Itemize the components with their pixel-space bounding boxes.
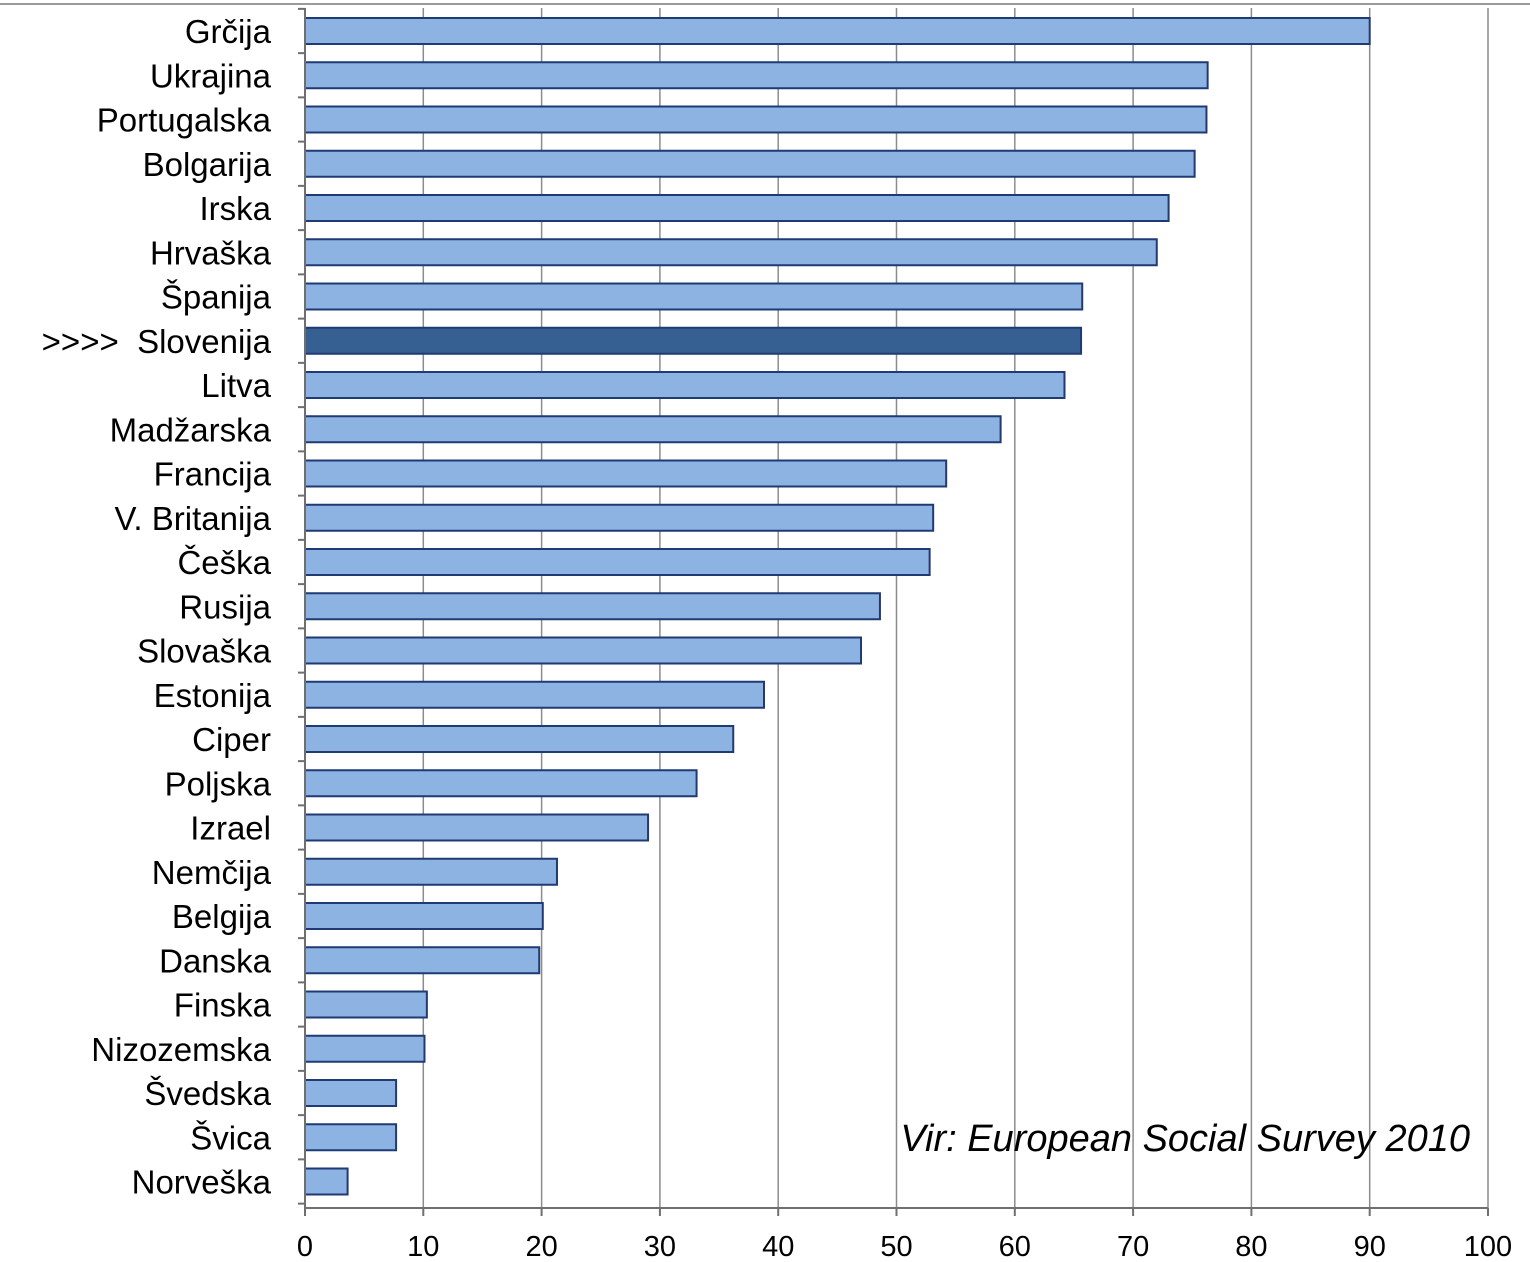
bar-3 bbox=[304, 149, 1196, 178]
category-label: >>>> Slovenija bbox=[42, 323, 272, 360]
bar-7 bbox=[304, 326, 1083, 355]
category-label: Švedska bbox=[144, 1075, 271, 1112]
bars bbox=[304, 17, 1371, 1196]
bar-26 bbox=[304, 1167, 349, 1196]
category-label: Estonija bbox=[154, 677, 272, 714]
bar-0 bbox=[304, 17, 1371, 45]
bar-13 bbox=[304, 592, 881, 621]
category-label: Grčija bbox=[185, 13, 272, 50]
category-label: Francija bbox=[154, 456, 272, 493]
x-tick-label-20: 20 bbox=[525, 1231, 557, 1262]
bar-20 bbox=[304, 902, 544, 930]
x-tick-label-30: 30 bbox=[644, 1231, 676, 1262]
category-label: Ciper bbox=[192, 721, 271, 758]
bar-2 bbox=[304, 105, 1208, 134]
bar-10 bbox=[304, 459, 948, 488]
category-label: Slovaška bbox=[137, 633, 272, 670]
bar-14 bbox=[304, 636, 863, 665]
x-tick-label-100: 100 bbox=[1464, 1231, 1512, 1262]
x-tick-label-40: 40 bbox=[762, 1231, 794, 1262]
category-label: Španija bbox=[161, 279, 272, 316]
bar-5 bbox=[304, 238, 1158, 267]
category-label: Hrvaška bbox=[150, 234, 272, 271]
category-label: Portugalska bbox=[97, 102, 272, 139]
category-label: Švica bbox=[190, 1119, 271, 1156]
bar-21 bbox=[304, 946, 541, 975]
bar-18 bbox=[304, 813, 650, 842]
bar-9 bbox=[304, 415, 1002, 444]
bar-1 bbox=[304, 61, 1209, 90]
bar-4 bbox=[304, 194, 1170, 222]
x-tick-label-10: 10 bbox=[407, 1231, 439, 1262]
bar-23 bbox=[304, 1034, 426, 1063]
bar-24 bbox=[304, 1079, 398, 1107]
category-label: Finska bbox=[174, 987, 272, 1024]
category-label: Poljska bbox=[165, 765, 272, 802]
category-label: Litva bbox=[201, 367, 271, 404]
category-label: Belgija bbox=[172, 898, 272, 935]
x-tick-label-70: 70 bbox=[1117, 1231, 1149, 1262]
category-label: Norveška bbox=[132, 1164, 272, 1201]
category-label: Nemčija bbox=[152, 854, 272, 891]
x-tick-label-50: 50 bbox=[880, 1231, 912, 1262]
category-label: Danska bbox=[159, 942, 272, 979]
category-label: V. Britanija bbox=[114, 500, 271, 537]
bar-8 bbox=[304, 371, 1066, 399]
bar-6 bbox=[304, 282, 1084, 311]
category-label: Češka bbox=[177, 544, 271, 581]
bar-19 bbox=[304, 857, 558, 886]
axes bbox=[298, 7, 1489, 1216]
bar-11 bbox=[304, 503, 935, 532]
category-label: Rusija bbox=[179, 588, 271, 625]
x-tick-label-80: 80 bbox=[1235, 1231, 1267, 1262]
bar-15 bbox=[304, 680, 766, 709]
category-label: Irska bbox=[199, 190, 271, 227]
category-label: Nizozemska bbox=[91, 1031, 271, 1068]
bar-25 bbox=[304, 1123, 398, 1152]
category-label: Bolgarija bbox=[143, 146, 272, 183]
source-note: Vir: European Social Survey 2010 bbox=[900, 1118, 1470, 1160]
x-tick-label-0: 0 bbox=[297, 1231, 313, 1262]
bar-17 bbox=[304, 769, 698, 798]
bar-12 bbox=[304, 548, 931, 576]
x-tick-label-60: 60 bbox=[999, 1231, 1031, 1262]
x-tick-labels: 0 10 20 30 40 50 60 70 80 90 100 bbox=[297, 1231, 1512, 1262]
category-label: Ukrajina bbox=[150, 57, 272, 94]
category-labels: Grčija Ukrajina Portugalska Bolgarija Irska H… bbox=[42, 13, 272, 1201]
x-tick-label-90: 90 bbox=[1354, 1231, 1386, 1262]
category-label: Madžarska bbox=[110, 411, 272, 448]
bar-22 bbox=[304, 990, 428, 1019]
category-label: Izrael bbox=[190, 810, 271, 847]
bar-16 bbox=[304, 725, 735, 753]
